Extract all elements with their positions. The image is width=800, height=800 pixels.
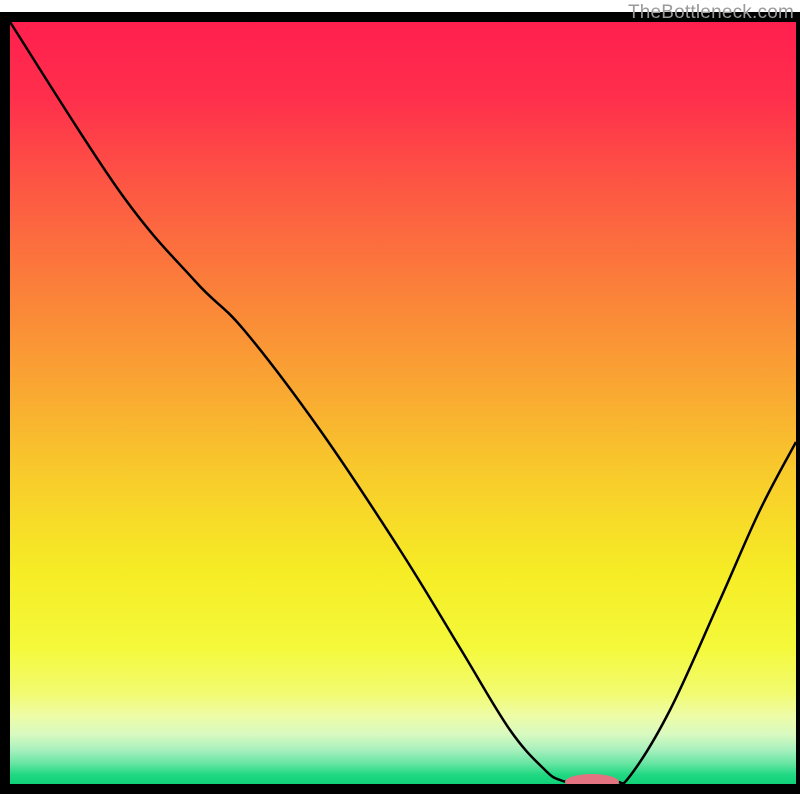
bottleneck-chart — [0, 0, 800, 800]
attribution-label: TheBottleneck.com — [628, 2, 794, 24]
gradient-background — [10, 22, 796, 784]
chart-container: TheBottleneck.com — [0, 0, 800, 800]
